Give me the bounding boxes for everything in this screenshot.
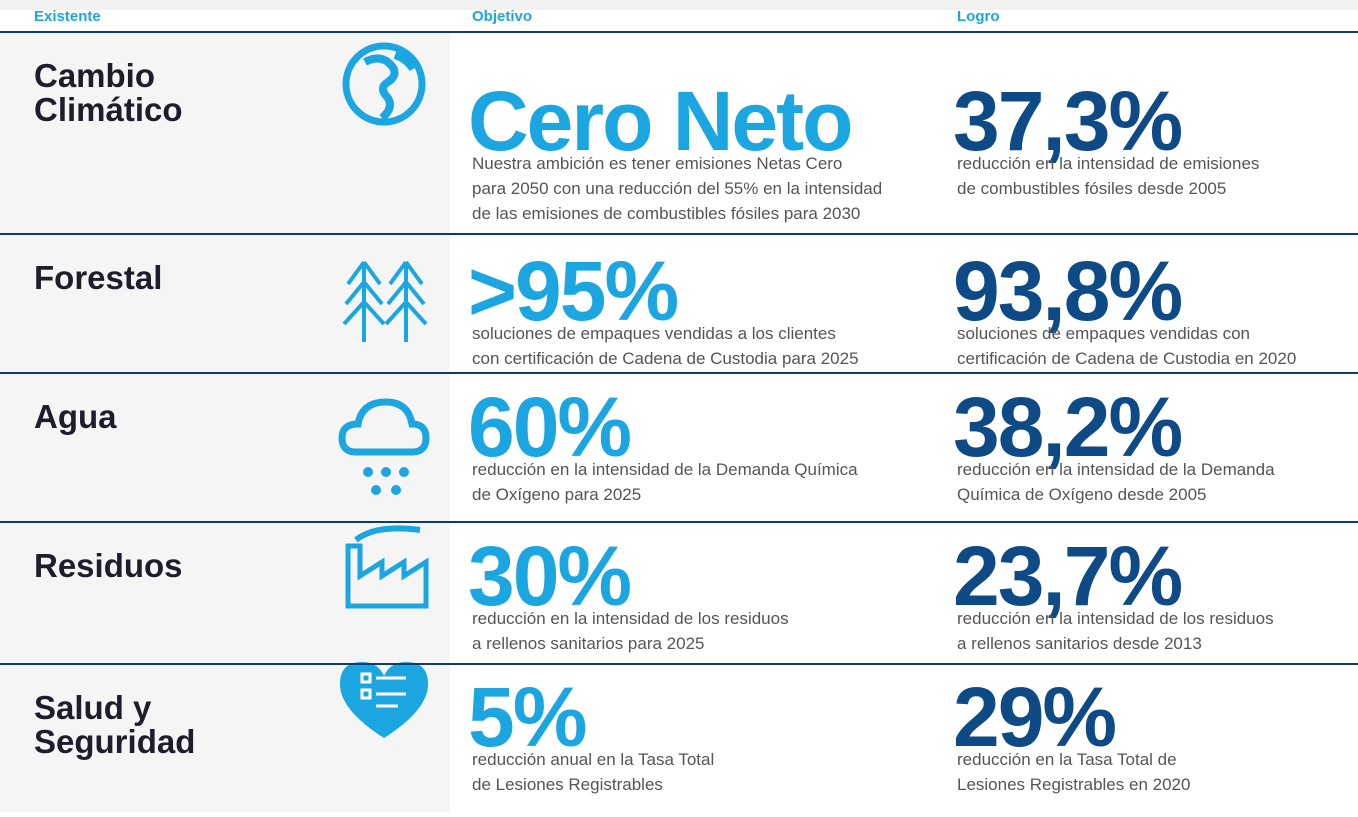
target-description: para 2050 con una reducción del 55% en l…: [472, 179, 882, 198]
target-description: soluciones de empaques vendidas a los cl…: [472, 324, 836, 343]
target-description: Nuestra ambición es tener emisiones Neta…: [472, 154, 842, 173]
achievement-value: 23,7%: [953, 529, 1181, 623]
row-label: Agua: [34, 398, 117, 435]
smoke: [354, 525, 421, 543]
row-separator: [0, 372, 1358, 374]
achievement-value: 93,8%: [953, 244, 1181, 338]
target-description: a rellenos sanitarios para 2025: [472, 634, 704, 653]
achievement-description: reducción en la Tasa Total de: [957, 750, 1177, 769]
row-label: Salud y: [34, 689, 152, 726]
achievement-description: soluciones de empaques vendidas con: [957, 324, 1250, 343]
achievement-description: de combustibles fósiles desde 2005: [957, 179, 1226, 198]
target-description: de Lesiones Registrables: [472, 775, 663, 794]
column-header: Existente: [34, 8, 101, 25]
top-band: [0, 0, 1358, 10]
target-description: reducción en la intensidad de la Demanda…: [472, 460, 858, 479]
drops: [363, 467, 409, 495]
target-description: reducción anual en la Tasa Total: [472, 750, 714, 769]
checklist: [360, 672, 406, 708]
achievement-value: 38,2%: [953, 380, 1181, 474]
achievement-description: Lesiones Registrables en 2020: [957, 775, 1190, 794]
row-label: Seguridad: [34, 723, 195, 760]
cloud-icon: [338, 398, 430, 456]
factory-icon: [345, 543, 429, 609]
trees-icon: [342, 260, 428, 342]
row-separator: [0, 521, 1358, 523]
column-header: Logro: [957, 8, 1000, 25]
target-value: 30%: [468, 529, 630, 623]
achievement-value: 37,3%: [953, 74, 1181, 168]
row-label: Residuos: [34, 547, 183, 584]
target-description: de las emisiones de combustibles fósiles…: [472, 204, 860, 223]
icons: [338, 42, 430, 738]
row-label: Climático: [34, 91, 183, 128]
achievement-value: 29%: [953, 670, 1115, 764]
achievement-description: a rellenos sanitarios desde 2013: [957, 634, 1202, 653]
target-value: 5%: [468, 670, 586, 764]
achievement-description: Química de Oxígeno desde 2005: [957, 485, 1207, 504]
achievement-description: reducción en la intensidad de emisiones: [957, 154, 1259, 173]
target-description: con certificación de Cadena de Custodia …: [472, 349, 859, 368]
globe-land: [363, 51, 417, 122]
target-value: Cero Neto: [468, 74, 851, 168]
target-value: 60%: [468, 380, 630, 474]
achievement-description: reducción en la intensidad de la Demanda: [957, 460, 1275, 479]
target-value: >95%: [468, 244, 677, 338]
row-separator: [0, 233, 1358, 235]
row-label: Cambio: [34, 57, 155, 94]
column-header: Objetivo: [472, 8, 532, 25]
target-description: de Oxígeno para 2025: [472, 485, 641, 504]
achievement-description: reducción en la intensidad de los residu…: [957, 609, 1274, 628]
achievement-description: certificación de Cadena de Custodia en 2…: [957, 349, 1296, 368]
target-description: reducción en la intensidad de los residu…: [472, 609, 789, 628]
row-label: Forestal: [34, 259, 162, 296]
globe-icon: [342, 42, 426, 126]
row-separator: [0, 663, 1358, 665]
row-separator: [0, 31, 1358, 33]
